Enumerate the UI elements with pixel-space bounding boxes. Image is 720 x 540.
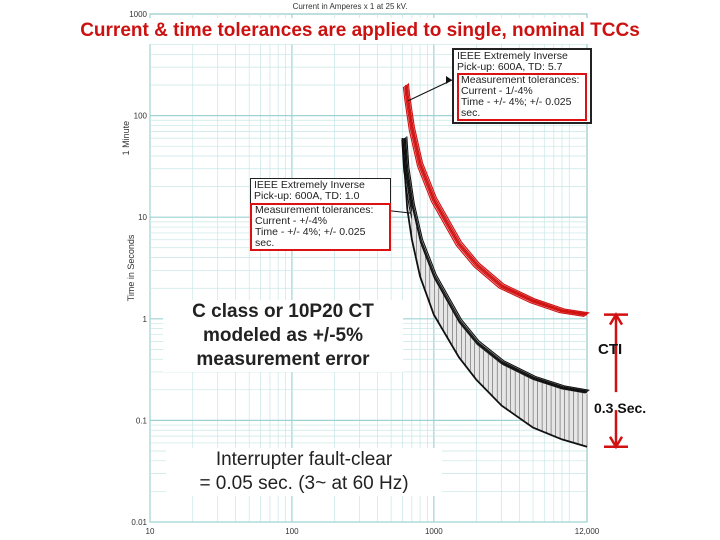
ct-note-line3: measurement error [196, 349, 370, 370]
series-line [401, 138, 588, 448]
interrupter-note: Interrupter fault-clear = 0.05 sec. (3~ … [166, 448, 442, 496]
x-tick-label: 1000 [425, 527, 443, 536]
red-curve-callout: IEEE Extremely Inverse Pick-up: 600A, TD… [452, 48, 592, 124]
y-tick-label: 0.1 [136, 416, 148, 425]
y-tick-label: 1000 [129, 10, 147, 19]
black-curve-callout: IEEE Extremely Inverse Pick-up: 600A, TD… [250, 178, 391, 251]
ct-note-line1: C class or 10P20 CT [192, 301, 374, 322]
interrupter-band [411, 207, 587, 447]
y-axis-title: Time in Seconds [126, 234, 136, 301]
x-tick-label: 10 [146, 527, 155, 536]
y-tick-label: 1 [143, 315, 148, 324]
y-tick-label: 10 [138, 213, 147, 222]
black-callout-tolerance-box: Measurement tolerances: Current - +/-4% … [250, 203, 391, 251]
cti-label: CTI [598, 341, 623, 358]
series-line [404, 85, 586, 317]
x-axis-title: Current in Amperes x 1 at 25 kV. [292, 2, 408, 11]
red-callout-line2: Pick-up: 600A, TD: 5.7 [457, 61, 563, 73]
red-callout-line4: Current - 1/-4% [461, 85, 533, 97]
interrupter-note-line1: Interrupter fault-clear [215, 449, 393, 470]
series-0 [402, 83, 590, 317]
chart-ticks: 10 100 1000 12,000 0.01 0.1 1 10 100 1000 Time in … [121, 10, 600, 536]
cti-arrow-up [608, 312, 624, 326]
y-tick-label: 100 [134, 112, 148, 121]
black-callout-line5: Time - +/- 4%; +/- 0.025 sec. [255, 226, 366, 249]
black-callout-line3: Measurement tolerances: [255, 204, 374, 216]
black-callout-line4: Current - +/-4% [255, 215, 328, 227]
series-line [403, 138, 588, 393]
interrupter-note-line2: = 0.05 sec. (3~ at 60 Hz) [199, 473, 409, 494]
black-callout-line1: IEEE Extremely Inverse [254, 179, 365, 191]
series-line [405, 84, 588, 316]
series-line [405, 137, 589, 392]
series-line [407, 83, 590, 314]
ct-error-note: C class or 10P20 CT modeled as +/-5% mea… [163, 300, 403, 372]
cti-annotation [382, 76, 628, 450]
red-callout-line1: IEEE Extremely Inverse [457, 50, 568, 62]
chart-series [401, 83, 590, 448]
cti-value-label: 0.3 Sec. [594, 400, 647, 416]
red-callout-leader [408, 79, 453, 102]
series-line [406, 136, 590, 391]
x-tick-label: 12,000 [575, 527, 600, 536]
series-2 [401, 138, 588, 448]
red-callout-tolerance-box: Measurement tolerances: Current - 1/-4% … [457, 73, 587, 121]
y-tick-label: 0.01 [131, 518, 147, 527]
series-line [406, 84, 589, 315]
series-line [402, 86, 585, 317]
ct-note-line2: modeled as +/-5% [203, 325, 363, 346]
black-callout-line2: Pick-up: 600A, TD: 1.0 [254, 190, 360, 202]
y-minute-label: 1 Minute [121, 121, 131, 156]
red-callout-arrowhead [446, 76, 452, 84]
red-callout-line5: Time - +/- 4%; +/- 0.025 sec. [461, 96, 572, 119]
cti-arrow-down [608, 436, 624, 450]
slide-title: Current & time tolerances are applied to… [0, 18, 720, 44]
x-tick-label: 100 [285, 527, 299, 536]
red-callout-line3: Measurement tolerances: [461, 74, 580, 86]
